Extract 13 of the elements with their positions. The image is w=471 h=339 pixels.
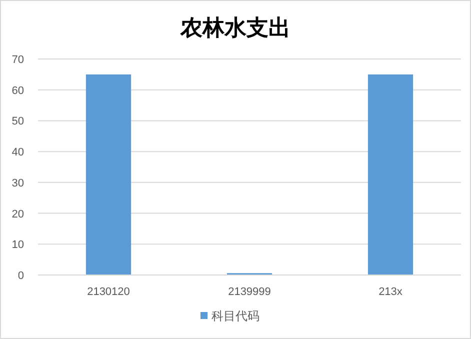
x-tick-label: 2139999 bbox=[228, 286, 271, 298]
y-tick-label: 50 bbox=[12, 116, 24, 128]
x-tick-label: 213x bbox=[378, 286, 403, 298]
y-tick-label: 10 bbox=[12, 239, 24, 252]
y-tick-label: 0 bbox=[18, 270, 24, 282]
chart-title: 农林水支出 bbox=[180, 15, 290, 40]
x-tick-label: 2130120 bbox=[87, 286, 130, 298]
y-tick-label: 20 bbox=[12, 208, 24, 220]
legend-label: 科目代码 bbox=[212, 309, 260, 323]
y-tick-label: 30 bbox=[12, 177, 24, 190]
y-tick-label: 40 bbox=[12, 146, 24, 159]
y-tick-label: 70 bbox=[12, 54, 24, 66]
y-tick-label: 60 bbox=[12, 84, 24, 97]
